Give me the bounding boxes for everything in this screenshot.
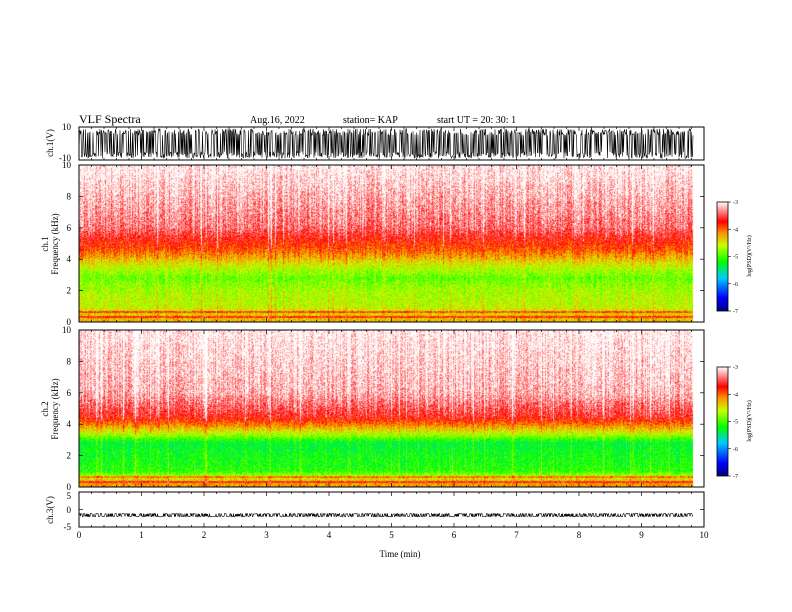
ch1-waveform-ylabel: ch.1(V) [45,129,55,157]
ch1-ytick-label: 8 [67,191,72,201]
ch1-waveform-trace [78,127,694,160]
ch2-colorbar-tick-label: -6 [733,447,738,453]
date-label: Aug.16, 2022 [250,115,305,126]
ch1-ytick-label: 10 [62,160,72,170]
x-tick-label: 9 [639,530,644,540]
ch2-ytick-label: 6 [67,388,72,398]
x-tick-label: 5 [389,530,394,540]
ch2-ytick-label: 10 [62,325,72,335]
ch1-spectrogram-ylabel: Frequency (kHz) [50,213,60,274]
ch1-colorbar-tick-label: -3 [733,200,738,206]
ch2-spectrogram-channel-label: ch.2 [40,401,50,416]
figure-title: VLF Spectra [79,112,141,126]
ch2-colorbar-tick-label: -4 [733,392,738,398]
ch3-waveform-panel: 5 0 -5 ch.3(V) 0 1 2 3 4 5 6 7 8 9 10 Time (min) [45,491,709,559]
ch1-waveform-panel: 10 -10 ch.1(V) [45,122,705,163]
ch2-spectrogram-ylabel: Frequency (kHz) [50,378,60,439]
ch2-colorbar-tick-label: -3 [733,365,738,371]
x-tick-label: 2 [202,530,207,540]
ch3-ytick-bottom: -5 [64,522,72,532]
ch1-ytick-label: 4 [67,254,72,264]
x-tick-label: 1 [139,530,144,540]
x-tick-label: 10 [700,530,710,540]
station-label: station= KAP [343,115,398,126]
ch2-colorbar [716,366,729,477]
ch2-ytick-label: 2 [67,451,72,461]
ch1-spectrogram-image [79,165,704,322]
ch1-colorbar [716,201,729,312]
ch3-waveform-ylabel: ch.3(V) [45,496,55,524]
ch2-colorbar-label: log(PSD)(V²/Hz) [746,400,753,441]
ch1-colorbar-tick-label: -6 [733,282,738,288]
ch1-colorbar-tick-label: -4 [733,227,738,233]
ch1-ytick-top: 10 [62,122,72,132]
ch3-ytick-mid: 0 [67,505,72,515]
x-axis-label: Time (min) [380,549,421,559]
ch3-waveform-frame [78,491,705,528]
x-tick-label: 6 [452,530,457,540]
ch1-spectrogram-channel-label: ch.1 [40,236,50,251]
ch1-colorbar-tick-label: -5 [733,255,738,261]
ch2-spectrogram-image [79,330,704,487]
x-tick-label: 3 [264,530,269,540]
ch3-waveform-trace [78,512,694,518]
ch1-colorbar-tick-label: -7 [733,309,738,315]
ch1-ytick-bottom: -10 [59,153,71,163]
ch2-colorbar-tick-label: -7 [733,474,738,480]
x-tick-label: 4 [327,530,332,540]
ch3-ytick-top: 5 [67,491,72,501]
ch1-ytick-label: 6 [67,223,72,233]
x-tick-label: 7 [514,530,519,540]
ch1-colorbar-label: log(PSD)(V²/Hz) [746,235,753,276]
start-time-label: start UT = 20: 30: 1 [437,115,516,126]
ch1-ytick-label: 2 [67,286,72,296]
x-tick-label: 8 [577,530,582,540]
ch2-ytick-label: 0 [67,482,72,492]
ch2-ytick-label: 8 [67,356,72,366]
ch2-colorbar-tick-label: -5 [733,420,738,426]
ch1-ytick-label: 0 [67,317,72,327]
ch2-ytick-label: 4 [67,419,72,429]
x-tick-label: 0 [77,530,82,540]
